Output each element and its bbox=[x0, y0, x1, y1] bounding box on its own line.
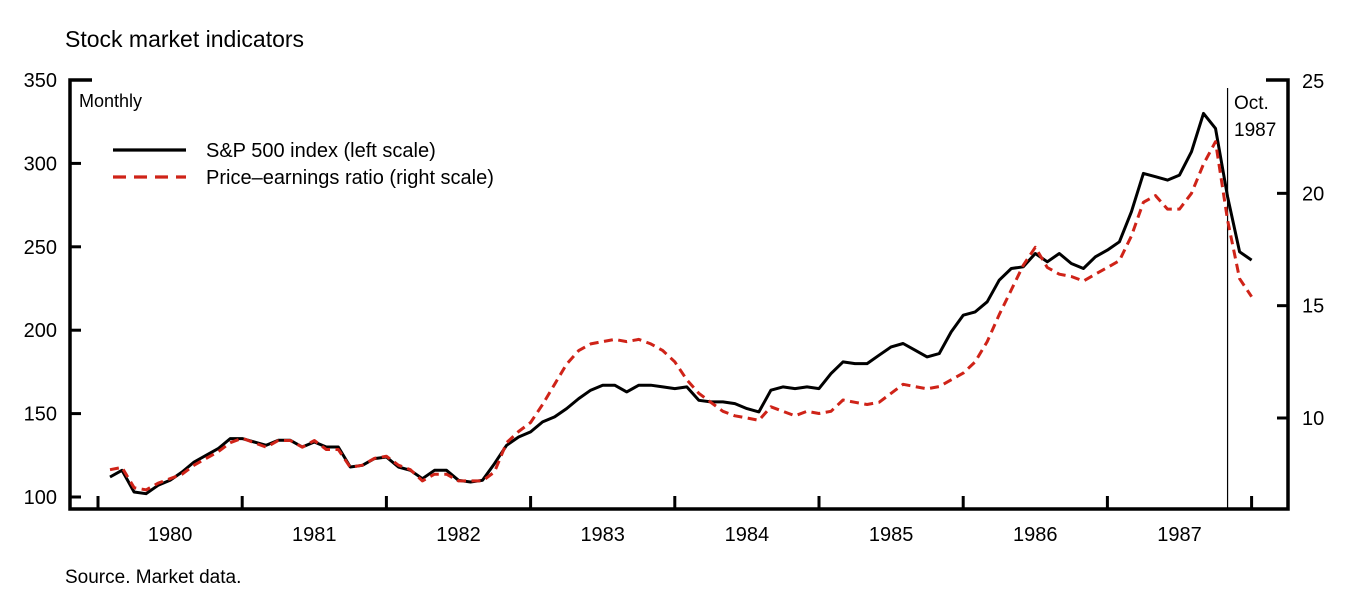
legend-label-pe: Price–earnings ratio (right scale) bbox=[206, 167, 494, 189]
pe-ratio-series-line bbox=[109, 140, 1253, 492]
x-axis-year-label: 1987 bbox=[1157, 524, 1202, 546]
source-note: Source. Market data. bbox=[65, 567, 241, 588]
x-axis-year-label: 1984 bbox=[725, 524, 770, 546]
x-axis-year-label: 1985 bbox=[869, 524, 914, 546]
x-axis-year-label: 1980 bbox=[148, 524, 193, 546]
right-axis-tick-label: 20 bbox=[1302, 183, 1324, 205]
x-axis-year-label: 1983 bbox=[580, 524, 625, 546]
plot-area: 350 300 250 200 150 100 25 20 15 10 1980 1981 1982 19… bbox=[24, 70, 1325, 546]
right-axis-tick-label: 15 bbox=[1302, 296, 1324, 318]
chart-title: Stock market indicators bbox=[65, 26, 304, 52]
left-axis-tick-label: 300 bbox=[24, 153, 57, 175]
left-axis-tick-label: 250 bbox=[24, 237, 57, 259]
annotation-line1: Oct. bbox=[1234, 93, 1269, 114]
x-axis-year-label: 1981 bbox=[292, 524, 337, 546]
frequency-label: Monthly bbox=[79, 91, 142, 111]
right-axis-tick-label: 10 bbox=[1302, 408, 1324, 430]
legend: S&P 500 index (left scale) Price–earning… bbox=[113, 140, 494, 189]
oct-1987-annotation: Oct. 1987 bbox=[1234, 93, 1276, 141]
axis-frame bbox=[68, 78, 1290, 511]
left-axis-tick-label: 100 bbox=[24, 487, 57, 509]
left-axis-tick-label: 150 bbox=[24, 404, 57, 426]
x-axis-year-label: 1982 bbox=[436, 524, 481, 546]
right-axis-tick-label: 25 bbox=[1302, 71, 1324, 93]
legend-label-sp500: S&P 500 index (left scale) bbox=[206, 140, 436, 162]
annotation-line2: 1987 bbox=[1234, 120, 1276, 141]
x-axis-year-label: 1986 bbox=[1013, 524, 1058, 546]
left-axis-tick-label: 350 bbox=[24, 70, 57, 92]
left-axis-tick-label: 200 bbox=[24, 320, 57, 342]
